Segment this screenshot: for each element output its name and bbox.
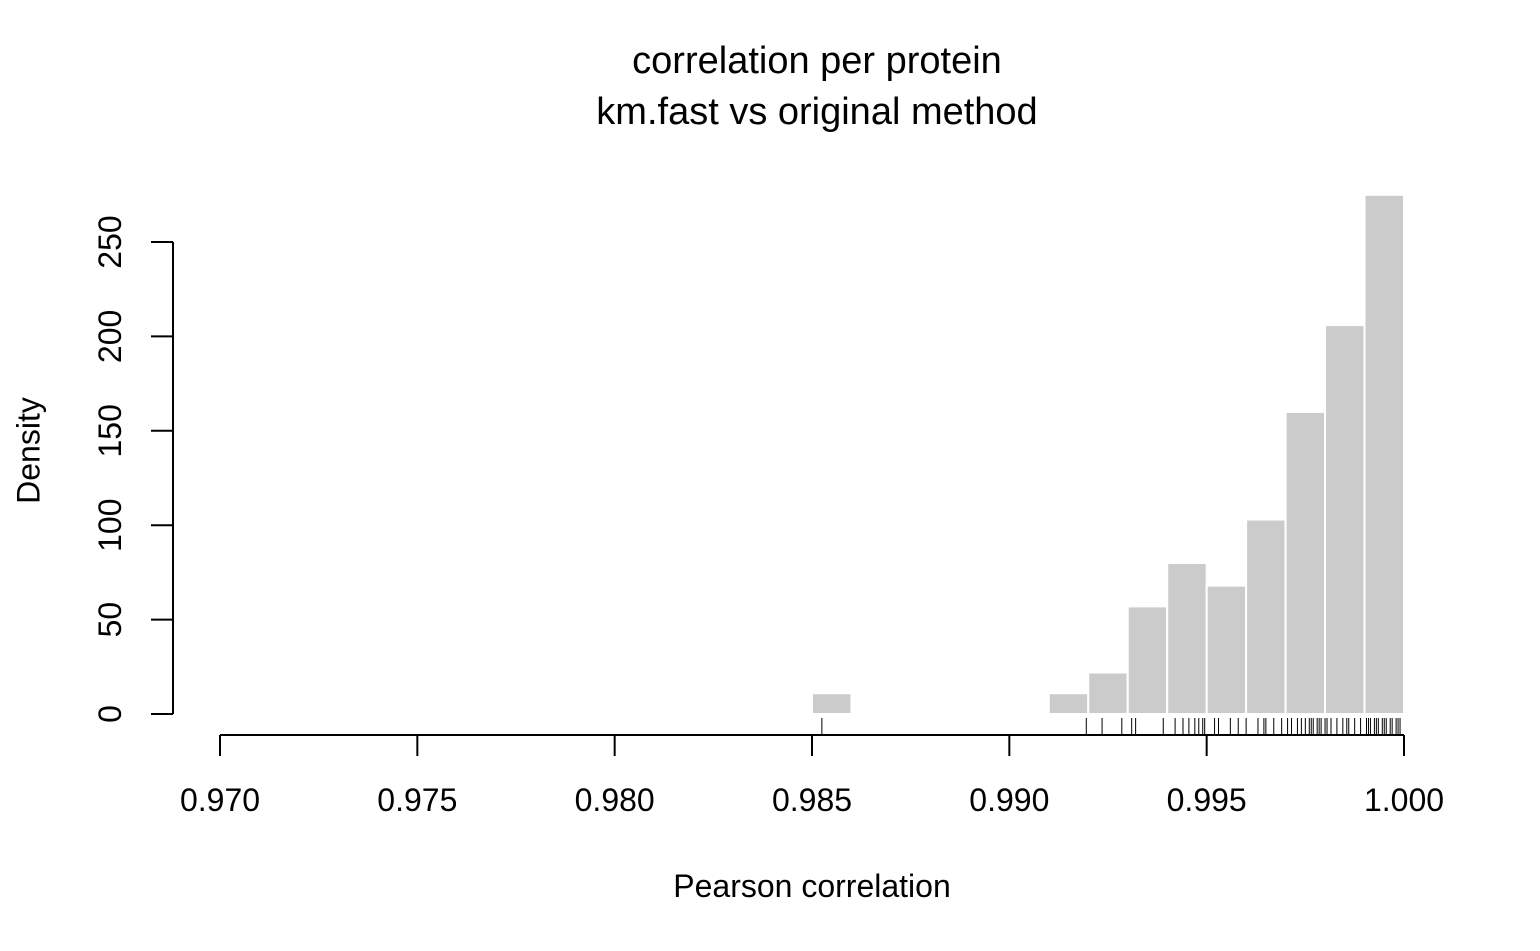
histogram-bar-3 <box>1126 605 1169 715</box>
histogram-bar-4 <box>1166 561 1208 716</box>
histogram-bar-2 <box>1087 671 1129 715</box>
histogram-bar-9 <box>1363 193 1405 716</box>
x-tick-label-0: 0.970 <box>180 782 260 818</box>
y-tick-label-1: 50 <box>92 602 128 638</box>
histogram-bar-7 <box>1284 410 1327 715</box>
histogram-bar-0 <box>811 692 853 715</box>
histogram-bar-8 <box>1324 324 1366 715</box>
x-tick-label-5: 0.995 <box>1167 782 1247 818</box>
y-tick-label-2: 100 <box>92 499 128 552</box>
histogram-bar-6 <box>1245 518 1287 716</box>
x-tick-label-2: 0.980 <box>575 782 655 818</box>
chart-title: correlation per protein <box>632 40 1002 82</box>
x-tick-label-1: 0.975 <box>377 782 457 818</box>
histogram-bar-1 <box>1047 692 1090 715</box>
histogram-bar-5 <box>1205 584 1248 716</box>
x-axis-label: Pearson correlation <box>673 868 951 904</box>
chart-subtitle: km.fast vs original method <box>596 91 1038 133</box>
y-tick-label-5: 250 <box>92 215 128 268</box>
y-tick-label-3: 150 <box>92 404 128 457</box>
x-tick-label-4: 0.990 <box>969 782 1049 818</box>
y-tick-label-4: 200 <box>92 310 128 363</box>
y-tick-label-0: 0 <box>92 705 128 723</box>
x-tick-label-3: 0.985 <box>772 782 852 818</box>
x-tick-label-6: 1.000 <box>1364 782 1444 818</box>
